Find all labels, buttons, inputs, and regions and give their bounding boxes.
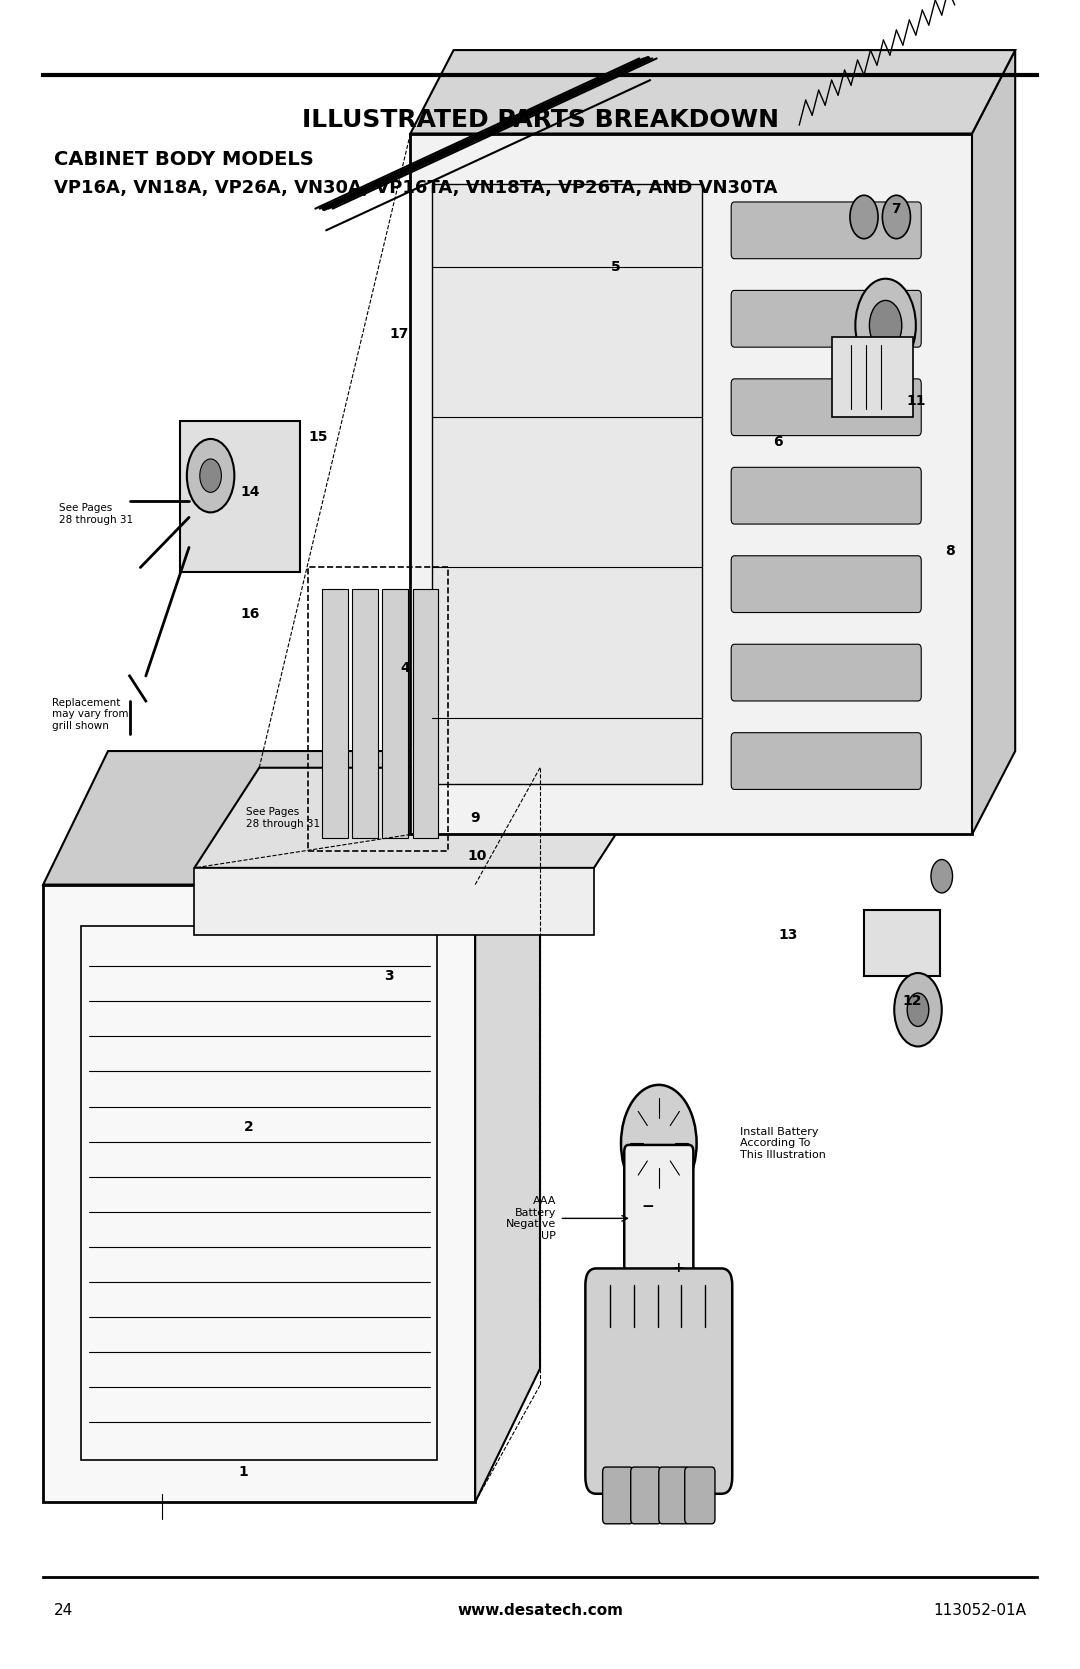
Text: Install Battery
According To
This Illustration: Install Battery According To This Illust… (740, 1127, 826, 1160)
Text: 17: 17 (390, 327, 409, 340)
FancyBboxPatch shape (731, 467, 921, 524)
Text: 7: 7 (892, 202, 901, 215)
FancyBboxPatch shape (382, 589, 408, 838)
FancyBboxPatch shape (832, 337, 913, 417)
Polygon shape (194, 768, 659, 868)
Text: 14: 14 (241, 486, 260, 499)
Text: ILLUSTRATED PARTS BREAKDOWN: ILLUSTRATED PARTS BREAKDOWN (301, 108, 779, 132)
Text: 12: 12 (903, 995, 922, 1008)
Circle shape (850, 195, 878, 239)
Text: 13: 13 (779, 928, 798, 941)
Circle shape (855, 279, 916, 372)
Text: 1: 1 (238, 1465, 248, 1479)
FancyBboxPatch shape (731, 202, 921, 259)
Polygon shape (410, 134, 972, 834)
Polygon shape (475, 751, 540, 1502)
Circle shape (907, 993, 929, 1026)
Circle shape (621, 1085, 697, 1202)
FancyBboxPatch shape (685, 1467, 715, 1524)
Text: 3: 3 (384, 970, 393, 983)
FancyBboxPatch shape (322, 589, 348, 838)
Circle shape (882, 195, 910, 239)
FancyBboxPatch shape (631, 1467, 661, 1524)
Polygon shape (410, 50, 1015, 134)
Text: VP16A, VN18A, VP26A, VN30A, VP16TA, VN18TA, VP26TA, AND VN30TA: VP16A, VN18A, VP26A, VN30A, VP16TA, VN18… (54, 179, 778, 197)
Text: +: + (673, 1262, 684, 1275)
FancyBboxPatch shape (180, 421, 300, 572)
FancyBboxPatch shape (585, 1268, 732, 1494)
Polygon shape (864, 910, 940, 976)
Circle shape (869, 300, 902, 350)
Text: See Pages
28 through 31: See Pages 28 through 31 (59, 504, 134, 524)
Text: −: − (642, 1200, 654, 1213)
Text: 6: 6 (773, 436, 782, 449)
Text: 4: 4 (400, 661, 410, 674)
Polygon shape (972, 50, 1015, 834)
Text: CABINET BODY MODELS: CABINET BODY MODELS (54, 150, 314, 169)
Circle shape (894, 973, 942, 1046)
FancyBboxPatch shape (731, 556, 921, 613)
Polygon shape (43, 885, 475, 1502)
FancyBboxPatch shape (659, 1467, 689, 1524)
Circle shape (931, 860, 953, 893)
Circle shape (187, 439, 234, 512)
FancyBboxPatch shape (624, 1145, 693, 1292)
Text: 113052-01A: 113052-01A (933, 1604, 1026, 1617)
FancyBboxPatch shape (731, 290, 921, 347)
FancyBboxPatch shape (413, 589, 438, 838)
Circle shape (200, 459, 221, 492)
Text: 5: 5 (610, 260, 621, 274)
Polygon shape (432, 184, 702, 784)
Text: See Pages
28 through 31: See Pages 28 through 31 (246, 808, 321, 828)
FancyBboxPatch shape (603, 1467, 633, 1524)
Text: 8: 8 (945, 544, 956, 557)
Text: 2: 2 (243, 1120, 254, 1133)
Polygon shape (194, 868, 594, 935)
FancyBboxPatch shape (352, 589, 378, 838)
Text: 9: 9 (471, 811, 480, 824)
Text: Replacement
may vary from
grill shown: Replacement may vary from grill shown (52, 698, 129, 731)
Text: 11: 11 (906, 394, 926, 407)
FancyBboxPatch shape (731, 733, 921, 789)
FancyBboxPatch shape (731, 644, 921, 701)
Text: 15: 15 (309, 431, 328, 444)
Polygon shape (43, 751, 540, 885)
Text: 10: 10 (468, 850, 487, 863)
Text: AAA
Battery
Negative
UP: AAA Battery Negative UP (505, 1197, 556, 1240)
Text: 16: 16 (241, 608, 260, 621)
FancyBboxPatch shape (731, 379, 921, 436)
Text: www.desatech.com: www.desatech.com (457, 1604, 623, 1617)
Text: 24: 24 (54, 1604, 73, 1617)
